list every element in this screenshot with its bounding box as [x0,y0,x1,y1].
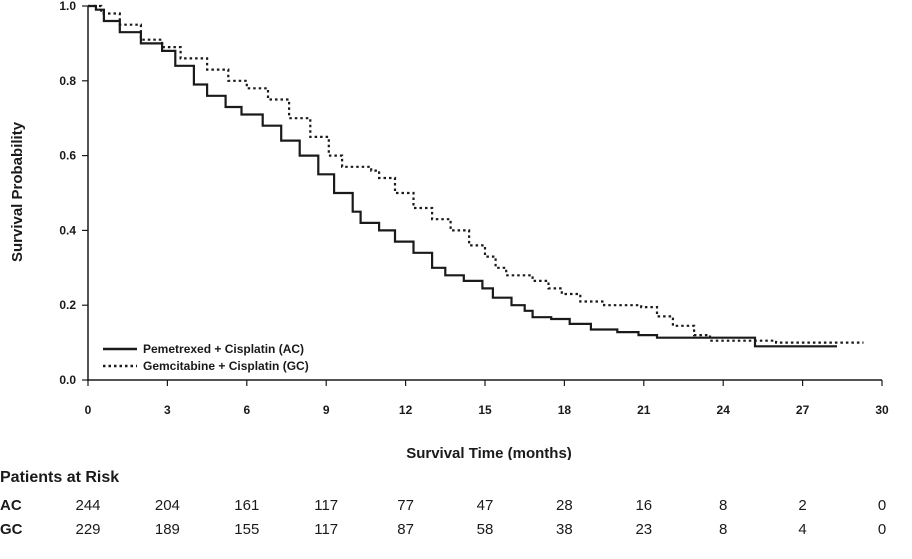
x-tick-label: 3 [164,403,171,417]
survival-curves [88,4,864,348]
x-tick-label: 30 [875,403,889,417]
y-tick-label: 0.4 [59,223,76,237]
at-risk-title: Patients at Risk [0,469,120,486]
at-risk-value: 161 [234,497,260,514]
at-risk-value: 117 [314,521,339,538]
x-tick-label: 9 [323,403,330,417]
axes: 0.0 0.2 0.4 0.6 0.8 1.0 0 3 6 9 12 15 18 21 24 27 30 [59,0,889,417]
at-risk-value: 155 [234,521,260,538]
at-risk-value: 0 [877,497,887,514]
x-tick-label: 12 [399,403,413,417]
y-tick-label: 0.6 [59,149,76,163]
at-risk-row-label: AC [0,497,22,514]
at-risk-value: 4 [798,521,807,538]
y-tick-label: 0.0 [59,373,76,387]
at-risk-value: 244 [75,497,101,514]
x-axis-title: Survival Time (months) [406,445,572,460]
at-risk-value: 8 [719,497,728,514]
at-risk-value: 8 [719,521,728,538]
at-risk-value: 47 [476,497,494,514]
at-risk-row-label: GC [0,521,23,538]
at-risk-value: 0 [877,521,887,538]
x-tick-label: 0 [85,403,92,417]
series-line-gc [88,4,864,344]
at-risk-value: 204 [154,497,180,514]
survival-chart: 0.0 0.2 0.4 0.6 0.8 1.0 0 3 6 9 12 15 18 21 24 27 30 Pem… [9,0,889,460]
at-risk-value: 58 [476,521,494,538]
legend: Pemetrexed + Cisplatin (AC) Gemcitabine … [103,342,309,373]
at-risk-value: 229 [75,521,101,538]
at-risk-value: 87 [397,521,414,538]
y-tick-label: 0.2 [59,298,76,312]
legend-label-ac: Pemetrexed + Cisplatin (AC) [143,342,304,356]
y-axis-title: Survival Probability [9,121,26,262]
x-tick-label: 27 [796,403,810,417]
series-line-ac [88,4,837,348]
at-risk-value: 189 [154,521,180,538]
y-tick-label: 1.0 [59,0,76,13]
at-risk-value: 117 [314,497,339,514]
at-risk-value: 28 [556,497,573,514]
at-risk-value: 38 [556,521,573,538]
x-tick-label: 6 [243,403,250,417]
at-risk-value: 2 [798,497,807,514]
x-tick-label: 18 [558,403,572,417]
at-risk-value: 16 [635,497,653,514]
legend-label-gc: Gemcitabine + Cisplatin (GC) [143,359,309,373]
x-tick-label: 15 [478,403,492,417]
y-tick-label: 0.8 [59,74,76,88]
x-tick-label: 24 [717,403,731,417]
at-risk-value: 23 [635,521,653,538]
x-tick-label: 21 [637,403,651,417]
at-risk-value: 77 [397,497,414,514]
